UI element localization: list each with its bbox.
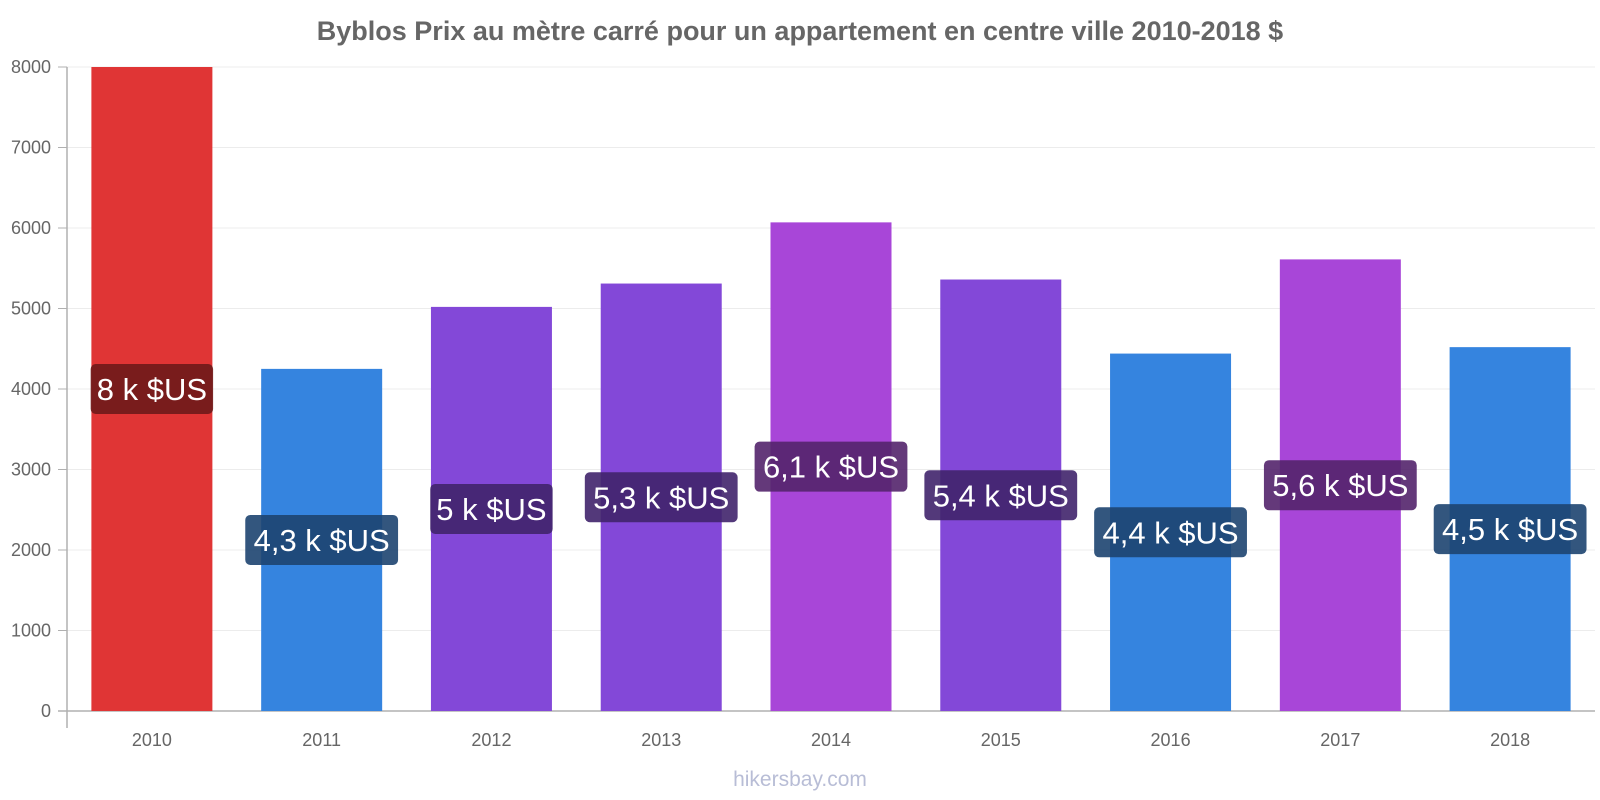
data-label: 4,4 k $US bbox=[1102, 515, 1238, 550]
chart-title: Byblos Prix au mètre carré pour un appar… bbox=[316, 16, 1284, 46]
data-label-box bbox=[1433, 504, 1587, 555]
y-tick-label: 2000 bbox=[11, 540, 51, 560]
data-label-box bbox=[1094, 507, 1247, 558]
y-tick-label: 1000 bbox=[11, 621, 51, 641]
y-tick-label: 0 bbox=[41, 701, 51, 721]
data-label-box bbox=[584, 472, 738, 523]
data-label: 5,3 k $US bbox=[593, 480, 729, 515]
data-label: 4,5 k $US bbox=[1442, 512, 1578, 547]
axes: 0 1000 2000 3000 4000 5000 6000 7000 8000 2010 201… bbox=[11, 57, 1595, 750]
x-tick-label: 2013 bbox=[641, 730, 681, 750]
x-tick-label: 2012 bbox=[471, 730, 511, 750]
x-tick-label: 2011 bbox=[302, 730, 341, 750]
x-tick-label: 2015 bbox=[981, 730, 1021, 750]
data-label: 5 k $US bbox=[436, 492, 546, 527]
y-tick-label: 3000 bbox=[11, 460, 51, 480]
data-label-box bbox=[1263, 460, 1417, 511]
data-label: 4,3 k $US bbox=[254, 523, 390, 558]
data-label-box bbox=[245, 514, 399, 565]
data-label: 5,6 k $US bbox=[1272, 468, 1408, 503]
y-tick-label: 5000 bbox=[11, 299, 51, 319]
data-label: 6,1 k $US bbox=[763, 450, 899, 485]
data-label-box bbox=[90, 364, 214, 414]
data-label-box bbox=[754, 441, 908, 492]
x-tick-label: 2014 bbox=[811, 730, 851, 750]
y-tick-label: 6000 bbox=[11, 218, 51, 238]
x-tick-label: 2010 bbox=[132, 730, 172, 750]
x-tick-label: 2017 bbox=[1320, 730, 1360, 750]
y-tick-label: 8000 bbox=[11, 57, 51, 77]
bars bbox=[91, 67, 1571, 712]
y-tick-label: 7000 bbox=[11, 138, 51, 158]
x-tick-label: 2018 bbox=[1490, 730, 1530, 750]
data-label: 5,4 k $US bbox=[933, 478, 1069, 513]
watermark: hikersbay.com bbox=[733, 768, 867, 791]
data-label-box bbox=[924, 470, 1078, 521]
x-tick-label: 2016 bbox=[1151, 730, 1191, 750]
y-tick-label: 4000 bbox=[11, 379, 51, 399]
data-label: 8 k $US bbox=[97, 372, 207, 407]
data-label-box bbox=[430, 483, 553, 534]
data-labels: 8 k $US 4,3 k $US 5 k $US 5,3 k $US 6,1 k $U… bbox=[90, 364, 1587, 565]
